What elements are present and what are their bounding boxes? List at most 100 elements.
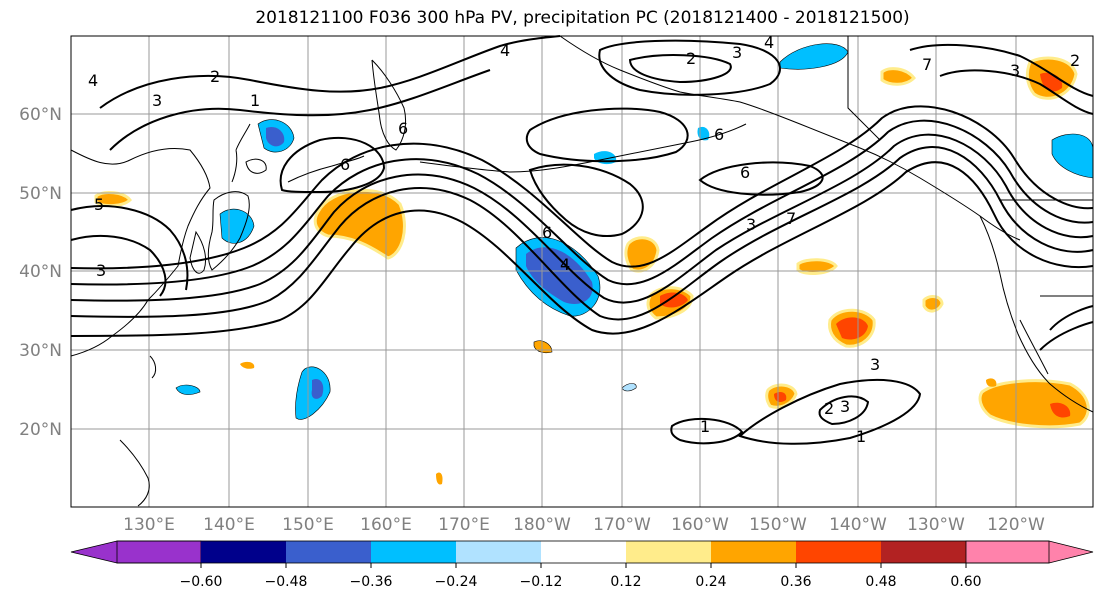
lon-label: 140°E [203,515,255,535]
lat-label: 20°N [19,420,62,440]
contour-label: 7 [786,209,796,228]
lat-label: 60°N [19,105,62,125]
pv-contour-line [70,161,1094,337]
precip-positive-core [1050,402,1071,418]
lon-label: 160°E [360,515,412,535]
colorbar-tick-label: −0.12 [520,574,563,590]
contour-label: 4 [88,71,98,90]
lon-label: 160°W [671,515,729,535]
contour-label: 4 [764,33,774,52]
contour-label: 6 [542,223,552,242]
colorbar: −0.60 −0.48 −0.36 −0.24 −0.12 0.12 0.24 … [70,540,1094,590]
lon-label: 150°E [282,515,334,535]
precip-positive-core [836,317,868,340]
coastline-aleutians [419,123,747,173]
coastline-kamchatka [371,59,407,151]
colorbar-tick-label: 0.12 [610,574,641,590]
contour-label: 3 [1010,61,1020,80]
lon-label: 170°W [593,515,651,535]
contour-label: 3 [840,397,850,416]
longitude-labels: 130°E 140°E 150°E 160°E 170°E 180°W 170°… [123,515,1045,535]
pv-contour-line [909,43,1094,97]
pv-contour-line [738,378,922,445]
lon-label: 180°W [513,515,571,535]
latitude-labels: 60°N 50°N 40°N 30°N 20°N [19,105,62,440]
contour-label: 4 [500,41,510,60]
precip-negative-core [311,378,324,399]
precip-negative-patch [621,383,637,392]
contour-label: 3 [152,91,162,110]
graticule [71,36,1093,507]
precip-positive-patch [796,258,838,275]
contour-label: 2 [1070,51,1080,70]
contour-label: 3 [732,43,742,62]
colorbar-tick-label: 0.24 [695,574,726,590]
coastline-asia [70,147,211,357]
pv-contour-line [70,105,1094,270]
contour-label: 2 [210,67,220,86]
pv-contour-line [70,234,167,297]
pv-contour-line [528,163,644,238]
contour-label: 5 [94,195,104,214]
coastline-baja [1019,319,1049,375]
pv-contour-line [939,69,1094,115]
contour-label: 3 [870,355,880,374]
pv-contour-line [279,136,386,194]
colorbar-tick-label: −0.36 [350,574,393,590]
coastline-sakhalin [231,123,251,183]
precip-positive-patch [978,379,1090,429]
precip-positive-core [660,292,688,308]
lon-label: 140°W [829,515,887,535]
colorbar-segment [626,541,711,563]
colorbar-segment [201,541,286,563]
precip-positive-patch [436,472,443,485]
colorbar-segment [711,541,796,563]
pv-contour-line [818,395,870,426]
pv-contour-line [598,39,781,96]
contour-label: 1 [856,427,866,446]
pv-contour-line [628,54,732,84]
contour-label: 2 [686,49,696,68]
coastline-hokkaido [245,158,267,174]
coastline-north-america [979,215,1094,413]
pv-contour-line [670,417,744,445]
lon-label: 130°W [907,515,965,535]
map-frame [70,35,1094,508]
colorbar-segment [796,541,881,563]
contour-label: 6 [398,119,408,138]
colorbar-segment [541,541,626,563]
contour-label: 4 [560,255,570,274]
pv-contour-line [525,107,689,163]
contour-label: 2 [824,399,834,418]
precip-negative-patch [175,384,201,395]
precip-positive-core [774,392,787,402]
coastline-japan [207,191,250,271]
contour-label: 6 [714,125,724,144]
colorbar-segment [371,541,456,563]
pv-contour-line [698,161,824,196]
colorbar-tick-label: −0.24 [435,574,478,590]
contour-label: 6 [340,155,350,174]
colorbar-segment [286,541,371,563]
colorbar-tick-label: −0.60 [180,574,223,590]
colorbar-segment [70,540,202,564]
pv-contour-line [70,133,1094,304]
contour-label: 7 [922,55,932,74]
precip-positive-patch [880,67,917,86]
lat-label: 40°N [19,262,62,282]
precip-positive-patch [922,295,944,313]
map-title: 2018121100 F036 300 hPa PV, precipitatio… [255,8,910,28]
coastline-korea [189,230,207,274]
pv-contour-line [1039,305,1094,351]
contour-label: 6 [740,163,750,182]
contour-label: 1 [700,417,710,436]
lon-label: 170°E [438,515,490,535]
colorbar-segment [881,541,966,563]
colorbar-tick-label: 0.60 [950,574,981,590]
precip-positive-patch [986,378,997,387]
colorbar-tick-label: 0.48 [865,574,896,590]
precip-negative-core [266,126,285,147]
colorbar-segment [965,540,1094,564]
coastline-alaska [559,35,1021,241]
